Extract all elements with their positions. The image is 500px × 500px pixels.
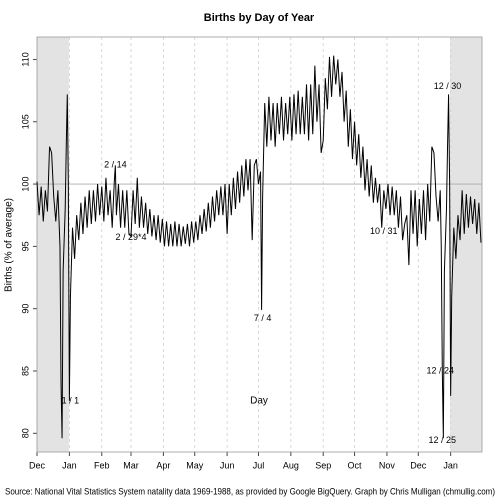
- chart-title: Births by Day of Year: [204, 12, 315, 24]
- annotation: 2 / 29*4: [115, 232, 146, 242]
- x-tick-label: Apr: [156, 460, 170, 470]
- annotation: 7 / 4: [254, 313, 272, 323]
- y-tick-label: 100: [20, 177, 30, 192]
- x-tick-label: May: [186, 460, 204, 470]
- x-tick-label: Dec: [29, 460, 46, 470]
- y-tick-label: 80: [20, 428, 30, 438]
- x-tick-label: Jul: [253, 460, 265, 470]
- x-tick-label: Feb: [94, 460, 110, 470]
- x-axis-label: Day: [250, 396, 268, 407]
- x-tick-label: Jun: [220, 460, 235, 470]
- annotation: 2 / 14: [104, 160, 127, 170]
- annotation: 12 / 30: [434, 81, 462, 91]
- x-tick-label: Jan: [62, 460, 77, 470]
- plot-frame: [36, 36, 483, 453]
- x-tick-label: Oct: [348, 460, 363, 470]
- y-axis-label: Births (% of average): [4, 198, 15, 292]
- x-tick-label: Sep: [315, 460, 331, 470]
- x-tick-label: Aug: [283, 460, 299, 470]
- x-tick-label: Dec: [410, 460, 427, 470]
- annotation: 10 / 31: [370, 226, 398, 236]
- shaded-range: [450, 37, 482, 452]
- y-tick-label: 105: [20, 114, 30, 129]
- data-line: [36, 55, 482, 439]
- source-note: Source: National Vital Statistics System…: [5, 486, 495, 496]
- x-tick-label: Jan: [443, 460, 458, 470]
- y-tick-label: 95: [20, 241, 30, 251]
- annotation: 12 / 25: [429, 435, 457, 445]
- annotation: 12 / 24: [426, 365, 454, 375]
- y-tick-label: 85: [20, 366, 30, 376]
- y-tick-label: 110: [20, 52, 30, 66]
- annotation: 1 / 1: [62, 395, 80, 405]
- x-tick-label: Nov: [379, 460, 396, 470]
- x-tick-label: Mar: [123, 460, 139, 470]
- y-tick-label: 90: [20, 304, 30, 314]
